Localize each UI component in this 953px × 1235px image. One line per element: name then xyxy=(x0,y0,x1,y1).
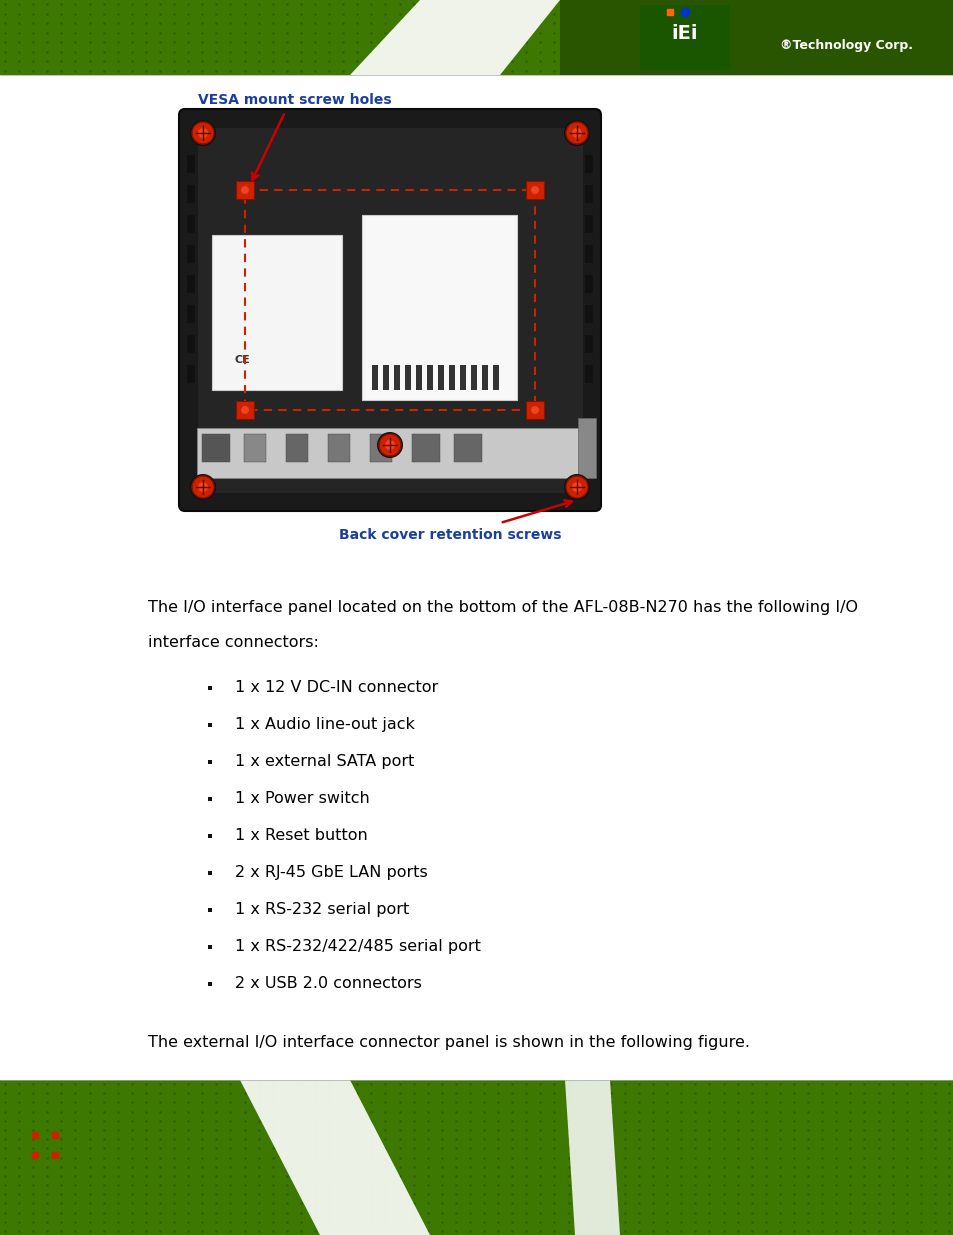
Circle shape xyxy=(378,433,400,456)
Text: interface connectors:: interface connectors: xyxy=(148,635,318,650)
Bar xyxy=(208,982,212,986)
Bar xyxy=(196,127,582,493)
Text: VESA mount screw holes: VESA mount screw holes xyxy=(198,93,392,107)
Bar xyxy=(0,0,953,75)
Bar xyxy=(187,215,194,233)
Circle shape xyxy=(241,186,249,194)
Bar xyxy=(187,156,194,173)
Text: The external I/O interface connector panel is shown in the following figure.: The external I/O interface connector pan… xyxy=(148,1035,749,1050)
Bar xyxy=(639,5,729,70)
Text: 2 x USB 2.0 connectors: 2 x USB 2.0 connectors xyxy=(234,976,421,990)
Bar xyxy=(394,366,399,390)
Text: 1 x Audio line-out jack: 1 x Audio line-out jack xyxy=(234,718,415,732)
Bar xyxy=(584,366,593,383)
Bar xyxy=(578,417,596,478)
Bar xyxy=(412,433,439,462)
Circle shape xyxy=(572,482,581,492)
Circle shape xyxy=(376,432,402,458)
Bar xyxy=(427,366,433,390)
Bar xyxy=(212,235,341,390)
Bar xyxy=(208,834,212,837)
Bar xyxy=(208,685,212,690)
Bar xyxy=(0,75,953,1079)
Circle shape xyxy=(385,440,395,450)
Circle shape xyxy=(563,474,589,500)
Bar xyxy=(481,366,488,390)
Bar xyxy=(244,433,266,462)
Bar xyxy=(449,366,455,390)
Text: 1 x 12 V DC-IN connector: 1 x 12 V DC-IN connector xyxy=(234,680,437,695)
Bar xyxy=(454,433,481,462)
Circle shape xyxy=(192,122,213,144)
Bar xyxy=(208,908,212,911)
Text: CE: CE xyxy=(233,354,250,366)
Bar xyxy=(187,366,194,383)
Bar xyxy=(372,366,377,390)
Bar xyxy=(286,433,308,462)
Polygon shape xyxy=(350,0,559,75)
Bar xyxy=(584,275,593,293)
Bar xyxy=(584,215,593,233)
Polygon shape xyxy=(564,1079,619,1235)
Text: 1 x RS-232/422/485 serial port: 1 x RS-232/422/485 serial port xyxy=(234,939,480,953)
Text: 1 x RS-232 serial port: 1 x RS-232 serial port xyxy=(234,902,409,918)
Bar xyxy=(437,366,443,390)
Bar xyxy=(493,366,498,390)
Bar xyxy=(459,366,465,390)
Circle shape xyxy=(192,475,213,498)
Bar xyxy=(187,275,194,293)
Bar xyxy=(328,433,350,462)
Bar xyxy=(416,366,421,390)
Bar xyxy=(584,185,593,203)
Bar xyxy=(584,156,593,173)
Text: ®Technology Corp.: ®Technology Corp. xyxy=(780,38,912,52)
Bar xyxy=(370,433,392,462)
Polygon shape xyxy=(240,1079,430,1235)
Bar xyxy=(235,401,253,419)
Bar xyxy=(405,366,411,390)
Bar xyxy=(187,245,194,263)
Text: 1 x Power switch: 1 x Power switch xyxy=(234,790,370,806)
Bar xyxy=(245,190,535,410)
Text: iEi: iEi xyxy=(671,25,698,43)
Bar xyxy=(196,429,582,478)
Bar xyxy=(0,1079,953,1235)
Circle shape xyxy=(531,406,538,414)
Text: Back cover retention screws: Back cover retention screws xyxy=(338,529,560,542)
Circle shape xyxy=(565,475,587,498)
Bar xyxy=(202,433,230,462)
Bar xyxy=(361,215,517,400)
Circle shape xyxy=(190,120,215,146)
Text: 1 x Reset button: 1 x Reset button xyxy=(234,827,367,844)
Circle shape xyxy=(198,482,208,492)
Bar xyxy=(525,401,543,419)
Bar xyxy=(208,797,212,800)
Text: The I/O interface panel located on the bottom of the AFL-08B-N270 has the follow: The I/O interface panel located on the b… xyxy=(148,600,857,615)
Bar xyxy=(187,305,194,324)
Bar xyxy=(208,722,212,726)
Bar xyxy=(208,945,212,948)
Circle shape xyxy=(241,406,249,414)
Text: 2 x RJ-45 GbE LAN ports: 2 x RJ-45 GbE LAN ports xyxy=(234,864,427,881)
Bar xyxy=(208,760,212,763)
Bar xyxy=(584,335,593,353)
Circle shape xyxy=(572,128,581,138)
Circle shape xyxy=(565,122,587,144)
FancyBboxPatch shape xyxy=(179,109,600,511)
Bar xyxy=(187,335,194,353)
Circle shape xyxy=(531,186,538,194)
Bar xyxy=(559,0,953,75)
Bar xyxy=(208,871,212,874)
Bar xyxy=(584,245,593,263)
Bar xyxy=(471,366,476,390)
Bar xyxy=(382,366,389,390)
Text: 1 x external SATA port: 1 x external SATA port xyxy=(234,755,414,769)
Circle shape xyxy=(563,120,589,146)
Bar xyxy=(584,305,593,324)
Circle shape xyxy=(190,474,215,500)
Circle shape xyxy=(198,128,208,138)
Bar xyxy=(187,185,194,203)
Bar xyxy=(235,182,253,199)
Bar xyxy=(525,182,543,199)
